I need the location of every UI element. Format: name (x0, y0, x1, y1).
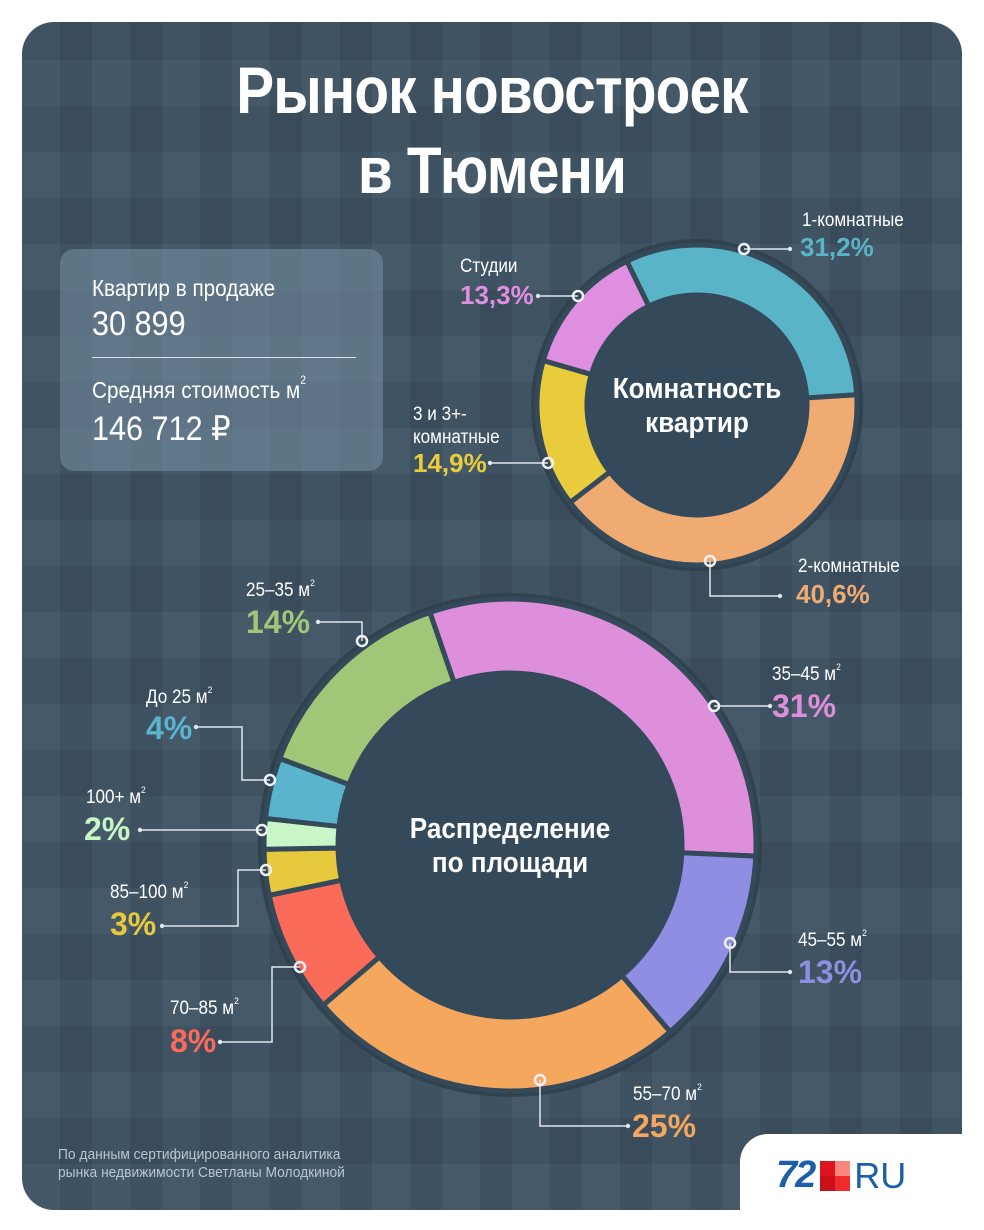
rooms-donut (531, 239, 863, 571)
logo-square-icon (820, 1160, 851, 1191)
label-35-45: 35–45 м2 (772, 662, 841, 685)
label-70-85: 70–85 м2 (170, 996, 239, 1019)
label-25-35: 25–35 м2 (246, 578, 315, 601)
avg-price-label: Средняя стоимость м2 (92, 375, 306, 403)
listings-label: Квартир в продаже (92, 275, 276, 301)
title-line-1: Рынок новостроек (236, 53, 748, 127)
pct-70-85: 8% (170, 1023, 217, 1059)
rooms-segment (540, 257, 653, 378)
label-3room: 3 и 3+- (413, 404, 467, 425)
page-title: Рынок новостроек в Тюмени (69, 50, 915, 210)
rooms-chart-title: Комнатность квартир (612, 373, 782, 439)
stats-panel: Квартир в продаже 30 899 Средняя стоимос… (60, 249, 383, 471)
label-2room: 2-комнатные (798, 556, 900, 577)
label-55-70: 55–70 м2 (633, 1082, 702, 1105)
stats-divider (92, 357, 356, 358)
pct-3room: 14,9% (413, 448, 487, 478)
pct-45-55: 13% (798, 954, 863, 990)
pct-studios: 13,3% (460, 280, 534, 310)
72ru-logo[interactable]: 72 RU (776, 1154, 906, 1197)
pct-2room: 40,6% (796, 579, 870, 609)
pct-100plus: 2% (84, 811, 131, 847)
label-45-55: 45–55 м2 (798, 928, 867, 951)
label-100plus: 100+ м2 (86, 785, 146, 808)
pct-25-35: 14% (246, 604, 311, 640)
label-85-100: 85–100 м2 (110, 880, 189, 903)
area-chart-title: Распределение по площади (409, 813, 611, 879)
pct-1room: 31,2% (800, 232, 874, 262)
logo-container (740, 1134, 970, 1224)
leader-dots (137, 242, 793, 1129)
listings-value: 30 899 (92, 305, 186, 343)
avg-price-value: 146 712 ₽ (92, 410, 231, 448)
area-donut (258, 593, 762, 1097)
label-studios: Студии (460, 256, 518, 277)
pct-upto25: 4% (146, 710, 193, 746)
label-3room-2: комнатные (413, 427, 500, 448)
leader-lines (140, 248, 790, 1127)
title-line-2: в Тюмени (357, 133, 627, 207)
logo-suffix: RU (854, 1154, 907, 1196)
pct-35-45: 31% (772, 688, 837, 724)
pct-85-100: 3% (110, 906, 157, 942)
pct-55-70: 25% (632, 1108, 697, 1144)
label-1room: 1-комнатные (802, 210, 904, 231)
logo-number: 72 (776, 1154, 816, 1196)
label-upto25: До 25 м2 (146, 685, 213, 708)
source-note: По данным сертифицированного аналитика ры… (58, 1146, 345, 1181)
